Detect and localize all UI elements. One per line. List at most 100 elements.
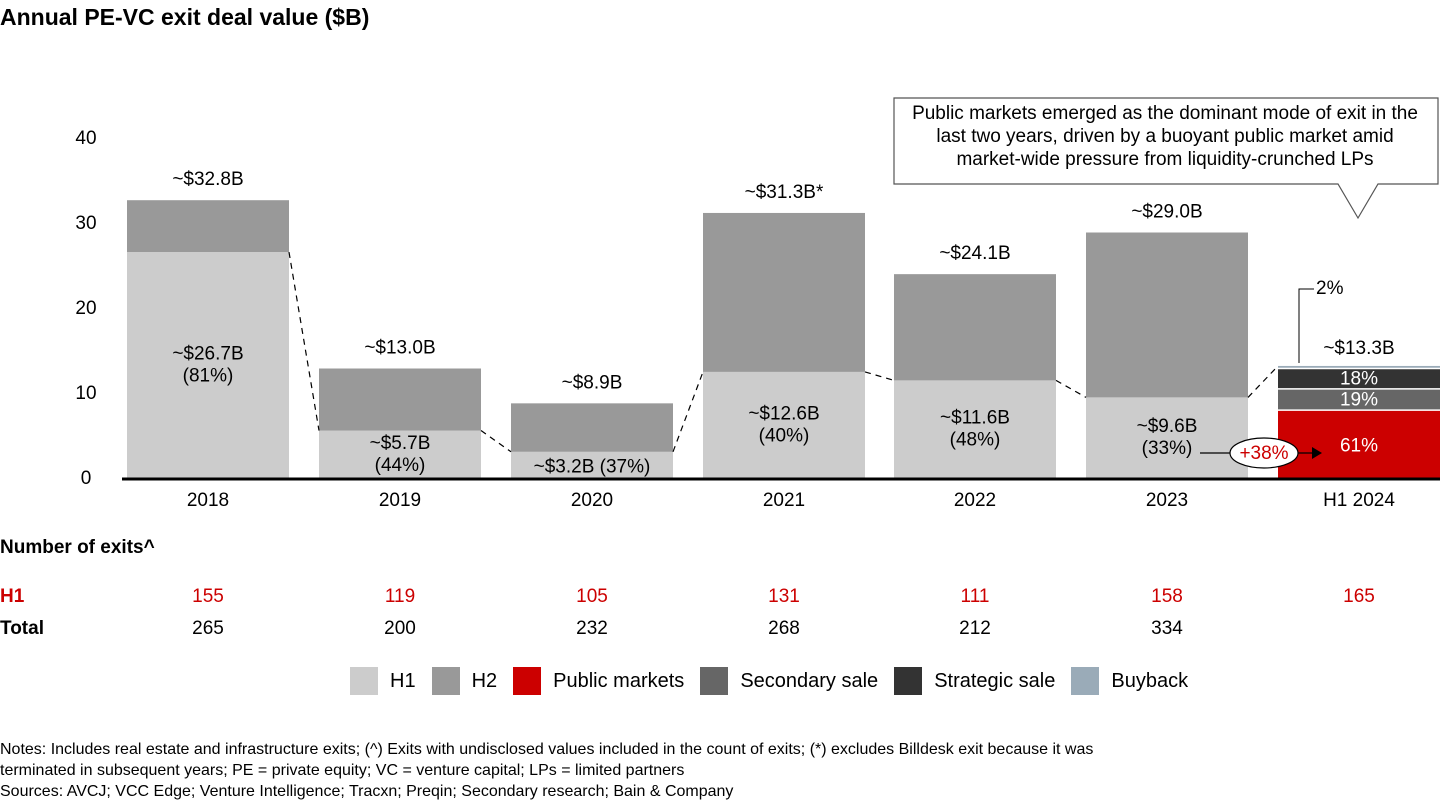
total-label-2019: ~$13.0B [364,338,435,359]
bar-h2-2022 [894,274,1056,381]
bar-h1-2024-strategic-sale [1278,368,1440,389]
bar-h2-2023 [1086,232,1248,398]
legend-item-strategic-sale: Strategic sale [894,667,1055,695]
exits-h1-2023: 158 [1151,586,1183,607]
bar-h1-2019 [319,430,481,479]
legend-label-h2: H2 [471,669,498,692]
y-tick-label-10: 10 [75,383,96,404]
bar-h1-2024-buyback [1278,365,1440,369]
growth-arrow-head [1312,447,1322,459]
legend-swatch-buyback [1071,667,1100,695]
exits-h1-2020: 105 [576,586,608,607]
legend-swatch-h2 [431,667,460,695]
h1-connector-2 [672,371,704,453]
h1-share-label-2023: (33%) [1142,438,1193,459]
bar-h1-2020 [511,451,673,479]
category-label-2020: 2020 [571,490,613,511]
bar-h2-2019 [319,368,481,431]
y-tick-label-0: 0 [81,468,92,489]
exits-total-2020: 232 [576,618,608,639]
bar-h2-2018 [127,200,289,253]
h1-value-label-2023: ~$9.6B [1137,416,1198,437]
y-tick-label-40: 40 [75,128,96,149]
legend-item-buyback: Buyback [1071,667,1188,695]
category-label-2018: 2018 [187,490,229,511]
bar-h1-2021 [703,371,865,479]
exits-total-2023: 334 [1151,618,1183,639]
legend-label-h1: H1 [390,669,416,692]
category-label-2023: 2023 [1146,490,1188,511]
growth-value-label: +38% [1239,443,1288,464]
legend-item-secondary-sale: Secondary sale [700,667,878,695]
growth-bubble [1229,437,1299,469]
callout-text: Public markets emerged as the dominant m… [912,103,1418,170]
y-tick-label-30: 30 [75,213,96,234]
bar-h1-2023 [1086,397,1248,479]
bar-h2-2020 [511,403,673,452]
notes: Notes: Includes real estate and infrastr… [0,739,1436,802]
legend-item-public-markets: Public markets [513,667,684,695]
h1-value-label-2021: ~$12.6B [748,403,819,424]
legend-label-buyback: Buyback [1111,669,1189,692]
legend-label-secondary-sale: Secondary sale [740,669,879,692]
exits-h1-2021: 131 [768,586,800,607]
h1-connector-0 [288,251,320,431]
legend-swatch-h1 [350,667,378,695]
category-label-H1-2024: H1 2024 [1323,490,1395,511]
total-label-2021: ~$31.3B* [745,182,824,203]
legend-item-h1: H1 [350,667,416,695]
sources-line: Sources: AVCJ; VCC Edge; Venture Intelli… [0,783,734,800]
total-label-2018: ~$32.8B [172,169,243,190]
exits-h1-2022: 111 [960,586,990,607]
h1-connector-4 [1055,379,1087,398]
exits-h1-2019: 119 [384,586,416,607]
exits-heading: Number of exits^ [0,537,155,558]
total-label-2023: ~$29.0B [1131,202,1202,223]
category-label-2021: 2021 [763,490,805,511]
h1-connector-1 [480,430,512,453]
exits-h1-2018: 155 [192,586,224,607]
legend-swatch-public-markets [513,667,542,695]
category-label-2019: 2019 [379,490,421,511]
legend-item-h2: H2 [431,667,498,695]
notes-line-1: Notes: Includes real estate and infrastr… [0,741,1094,758]
h1-connector-5 [1247,365,1279,398]
exits-total-2022: 212 [959,618,991,639]
legend-swatch-strategic-sale [894,667,923,695]
legend-label-public-markets: Public markets [553,669,685,692]
segment-label-buyback: 2% [1316,278,1344,299]
bar-h1-2024-secondary-sale [1278,388,1440,411]
legend-swatch-secondary-sale [700,667,729,695]
buyback-leader-line [1298,288,1314,363]
exits-total-2021: 268 [768,618,800,639]
segment-label-public-markets: 61% [1340,436,1378,457]
h1-share-label-2019: (44%) [375,455,426,476]
bar-h1-2024-public-markets [1278,410,1440,479]
segment-label-secondary-sale: 19% [1340,390,1378,411]
chart-title: Annual PE-VC exit deal value ($B) [0,4,370,30]
callout-box [893,97,1439,220]
total-label-2020: ~$8.9B [562,372,623,393]
exits-h1-label: H1 [0,586,25,607]
exits-total-2019: 200 [384,618,416,639]
h1-label-2020: ~$3.2B (37%) [534,456,651,477]
h1-connector-3 [864,371,895,381]
segment-label-strategic-sale: 18% [1340,369,1378,390]
total-label-h1-2024: ~$13.3B [1323,338,1394,359]
h1-value-label-2019: ~$5.7B [370,433,431,454]
bar-h2-2021 [703,212,865,372]
bar-chart: 0 10 20 30 40 ~$32.8B ~$26.7B(81%) ~$13.0B ~$5.7… [75,97,1440,511]
exits-total-label: Total [0,618,44,639]
legend: H1 H2 Public markets Secondary sale Stra… [350,667,1204,695]
h1-share-label-2021: (40%) [759,425,810,446]
h1-value-label-2022: ~$11.6B [940,408,1010,429]
total-label-2022: ~$24.1B [939,243,1010,264]
exits-h1-2024: 165 [1343,586,1375,607]
bar-h1-2018 [127,252,289,479]
h1-value-label-2018: ~$26.7B [172,344,243,365]
bar-h1-2022 [894,380,1056,479]
exits-total-2018: 265 [192,618,224,639]
h1-share-label-2022: (48%) [950,430,1001,451]
h1-share-label-2018: (81%) [183,366,234,387]
category-label-2022: 2022 [954,490,996,511]
